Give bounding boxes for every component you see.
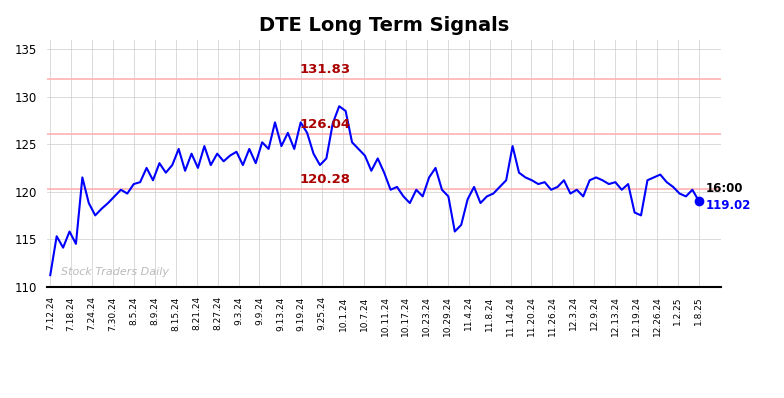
Title: DTE Long Term Signals: DTE Long Term Signals [259,16,510,35]
Text: 131.83: 131.83 [299,63,351,76]
Text: 126.04: 126.04 [299,118,351,131]
Text: 119.02: 119.02 [706,199,750,212]
Text: Stock Traders Daily: Stock Traders Daily [60,267,169,277]
Text: 120.28: 120.28 [299,173,351,186]
Text: 16:00: 16:00 [706,182,742,195]
